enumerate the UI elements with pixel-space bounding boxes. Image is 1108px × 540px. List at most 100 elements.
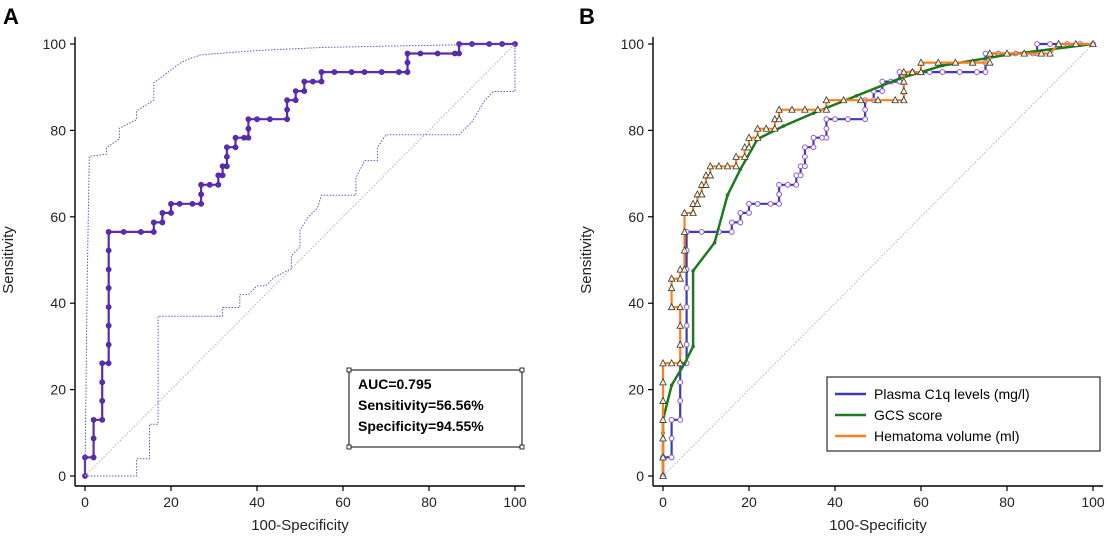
hematoma-volume-point xyxy=(813,105,822,113)
gcs-score-point xyxy=(854,94,859,98)
hematoma-volume-point xyxy=(723,162,732,170)
specificity-value: Specificity=94.55% xyxy=(358,418,484,434)
hematoma-volume-point xyxy=(745,142,753,151)
auc-value: AUC=0.795 xyxy=(358,376,432,392)
plasma-c1q-point xyxy=(776,181,782,188)
x-tick-label: 40 xyxy=(827,494,843,510)
hematoma-volume-point xyxy=(899,77,908,85)
roc-point xyxy=(232,144,239,151)
y-tick-label: 0 xyxy=(636,468,644,484)
hematoma-volume-point xyxy=(1046,49,1054,57)
legend-frame xyxy=(826,376,1101,452)
hematoma-volume-point xyxy=(659,434,667,442)
roc-point xyxy=(189,200,196,207)
roc-point xyxy=(198,191,204,198)
plasma-c1q-point xyxy=(784,181,791,188)
roc-point xyxy=(168,200,174,207)
hematoma-volume-point xyxy=(899,67,908,76)
legend-label-plasma-c1q: Plasma C1q levels (mg/l) xyxy=(874,386,1030,402)
plasma-c1q-point xyxy=(767,200,774,207)
roc-point xyxy=(105,247,112,254)
hematoma-volume-point xyxy=(822,105,831,113)
roc-point xyxy=(254,116,260,123)
roc-point xyxy=(245,125,252,132)
x-tick-label: 20 xyxy=(163,494,179,510)
hematoma-volume-point xyxy=(659,396,667,404)
roc-point xyxy=(292,97,299,104)
roc-point xyxy=(159,219,166,226)
hematoma-volume-point xyxy=(659,358,667,367)
roc-point xyxy=(378,69,385,75)
plasma-c1q-point xyxy=(754,200,761,207)
hematoma-volume-point xyxy=(934,58,943,66)
hematoma-volume-point xyxy=(917,67,925,76)
hematoma-volume-point xyxy=(667,274,676,282)
legend-label-hematoma-volume: Hematoma volume (ml) xyxy=(874,428,1019,444)
hematoma-volume-point xyxy=(891,95,900,104)
gcs-score-point xyxy=(781,124,786,128)
gcs-score-point xyxy=(691,269,695,273)
hematoma-volume-point xyxy=(1054,39,1063,47)
plasma-c1q-point xyxy=(797,172,804,179)
roc-point xyxy=(284,97,290,104)
plasma-c1q-point xyxy=(879,88,886,94)
panel-b-letter: B xyxy=(579,4,595,29)
hematoma-volume-point xyxy=(659,378,667,386)
plasma-c1q-point xyxy=(677,379,684,386)
y-tick-label: 60 xyxy=(628,209,644,225)
roc-point xyxy=(266,116,273,123)
hematoma-volume-point xyxy=(715,162,723,170)
roc-point xyxy=(99,360,106,367)
series-line-gcs-score xyxy=(661,42,1094,476)
roc-point xyxy=(223,153,230,160)
sensitivity-value: Sensitivity=56.56% xyxy=(358,397,484,413)
plasma-c1q-point xyxy=(793,181,800,188)
roc-point xyxy=(105,229,112,235)
hematoma-volume-point xyxy=(676,321,685,329)
stats-box-handle xyxy=(519,444,525,450)
roc-point xyxy=(105,285,112,291)
plasma-c1q-point xyxy=(683,304,690,310)
plasma-c1q-point xyxy=(683,322,690,329)
hematoma-volume-point xyxy=(1037,49,1046,57)
plasma-c1q-point xyxy=(802,144,808,151)
roc-point xyxy=(318,78,325,85)
hematoma-volume-point xyxy=(745,133,753,141)
hematoma-volume-point xyxy=(1071,39,1080,47)
panel-a-x-axis-label: 100-Specificity xyxy=(251,517,349,534)
roc-point xyxy=(292,88,299,94)
hematoma-volume-point xyxy=(659,415,667,423)
hematoma-volume-point xyxy=(706,171,715,179)
stats-box-handle xyxy=(346,444,352,450)
plasma-c1q-point xyxy=(677,397,684,404)
roc-point xyxy=(301,88,308,94)
y-tick-label: 20 xyxy=(50,382,66,398)
hematoma-volume-point xyxy=(659,453,667,461)
hematoma-volume-point xyxy=(775,105,783,113)
roc-point xyxy=(219,172,226,179)
y-tick-label: 40 xyxy=(628,295,644,311)
y-tick-label: 100 xyxy=(43,36,67,52)
series-line-reference-line xyxy=(662,43,1094,477)
plasma-c1q-point xyxy=(737,210,744,216)
panel-a-y-axis-label: Sensitivity xyxy=(0,226,17,294)
plasma-c1q-point xyxy=(1047,41,1053,47)
hematoma-volume-point xyxy=(740,152,749,160)
hematoma-volume-point xyxy=(985,58,994,66)
roc-point xyxy=(215,181,222,188)
hematoma-volume-point xyxy=(680,246,689,254)
hematoma-volume-point xyxy=(667,302,676,311)
hematoma-volume-point xyxy=(839,95,848,104)
plasma-c1q-point xyxy=(776,200,782,207)
plasma-c1q-point xyxy=(845,116,851,123)
gcs-score-point xyxy=(897,76,902,81)
y-tick-label: 0 xyxy=(58,468,66,484)
roc-point xyxy=(206,181,213,188)
plasma-c1q-point xyxy=(683,285,690,291)
hematoma-volume-point xyxy=(788,105,796,113)
hematoma-volume-point xyxy=(908,67,917,76)
legend: Plasma C1q levels (mg/l) GCS score Hemat… xyxy=(826,376,1101,452)
hematoma-volume-point xyxy=(676,340,685,348)
hematoma-volume-point xyxy=(775,114,783,123)
